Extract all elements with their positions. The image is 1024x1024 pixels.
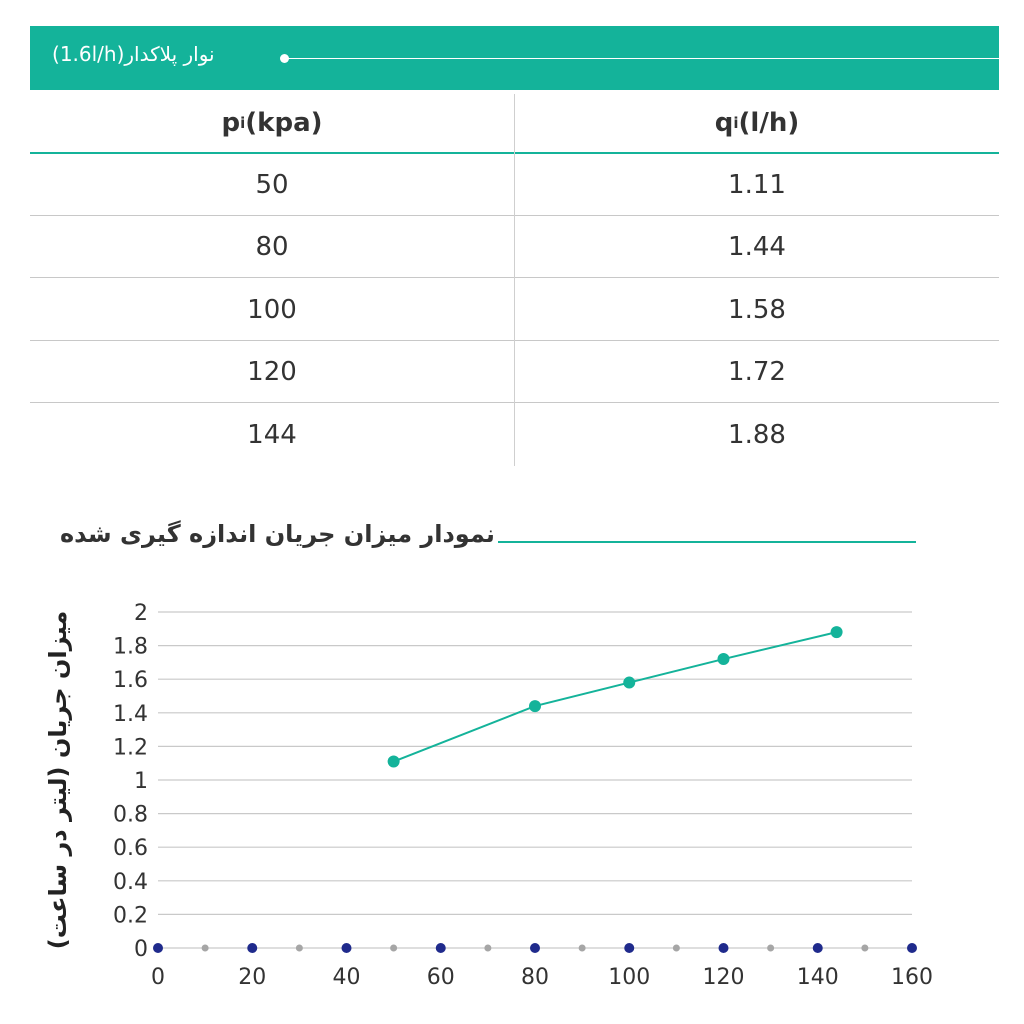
chart-title: نمودار میزان جریان اندازه گیری شده — [60, 520, 495, 548]
axis-marker — [390, 944, 398, 952]
banner-title: نوار پلاکدار(1.6l/h) — [52, 42, 215, 66]
x-tick-label: 40 — [333, 965, 361, 990]
axis-marker — [435, 943, 446, 953]
axis-marker — [201, 944, 209, 952]
axis-marker — [153, 943, 163, 953]
x-tick-label: 120 — [703, 965, 745, 990]
data-point — [717, 653, 730, 666]
cell-flow: 1.44 — [728, 231, 786, 262]
y-axis-label: میزان جریان (لیتر در ساعت) — [44, 610, 72, 950]
cell-pressure: 144 — [247, 420, 297, 450]
x-tick-label: 20 — [238, 965, 266, 990]
cell-flow: 1.72 — [728, 356, 786, 387]
x-tick-label: 0 — [151, 965, 165, 990]
y-tick-label: 1.6 — [113, 668, 148, 693]
y-tick-label: 0.4 — [113, 870, 148, 895]
x-tick-label: 80 — [521, 965, 549, 990]
x-tick-label: 140 — [797, 965, 839, 990]
banner-rule — [288, 58, 1008, 59]
axis-marker — [624, 943, 635, 953]
cell-pressure: 50 — [255, 169, 289, 200]
column-divider — [514, 94, 515, 466]
cell-flow: 1.88 — [728, 420, 786, 450]
axis-marker — [718, 943, 729, 953]
x-tick-label: 160 — [891, 965, 933, 990]
data-point — [623, 676, 636, 689]
y-tick-label: 2 — [134, 601, 148, 626]
x-tick-label: 60 — [427, 965, 455, 990]
axis-marker — [530, 943, 540, 953]
y-tick-label: 0 — [134, 937, 148, 962]
axis-marker — [247, 943, 258, 953]
series-line — [393, 631, 837, 763]
chart-title-rule — [498, 541, 916, 543]
axis-marker — [578, 944, 586, 952]
axis-marker — [861, 944, 869, 952]
data-point — [529, 700, 541, 713]
axis-marker — [812, 943, 823, 953]
flow-table: p i (kpa) q i (l/h) 50 1.11 80 1.44 100 1.58… — [30, 94, 999, 466]
header-pressure: p i (kpa) — [221, 108, 323, 138]
x-tick-label: 100 — [608, 965, 650, 990]
axis-marker — [295, 944, 303, 952]
cell-pressure: 80 — [255, 231, 289, 262]
axis-marker — [672, 944, 680, 952]
header-flow: q i (l/h) — [714, 108, 800, 138]
axis-marker — [767, 944, 775, 952]
cell-flow: 1.11 — [728, 169, 786, 200]
data-point — [830, 626, 843, 639]
y-tick-label: 1.2 — [113, 735, 148, 760]
y-tick-label: 0.2 — [113, 903, 148, 928]
axis-marker — [907, 943, 917, 953]
banner-dot-icon — [280, 54, 289, 63]
y-tick-label: 0.6 — [113, 836, 148, 861]
y-tick-label: 1.4 — [113, 702, 148, 727]
data-point — [387, 755, 400, 768]
cell-pressure: 100 — [247, 294, 297, 325]
axis-marker — [341, 943, 352, 953]
table-banner: نوار پلاکدار(1.6l/h) — [30, 26, 1008, 90]
cell-pressure: 120 — [247, 356, 297, 387]
axis-marker — [484, 944, 492, 952]
table-row: 144 1.88 — [30, 404, 999, 466]
cell-flow: 1.58 — [728, 294, 786, 325]
y-tick-label: 0.8 — [113, 803, 148, 828]
y-tick-label: 1 — [134, 769, 148, 794]
y-tick-label: 1.8 — [113, 635, 148, 660]
